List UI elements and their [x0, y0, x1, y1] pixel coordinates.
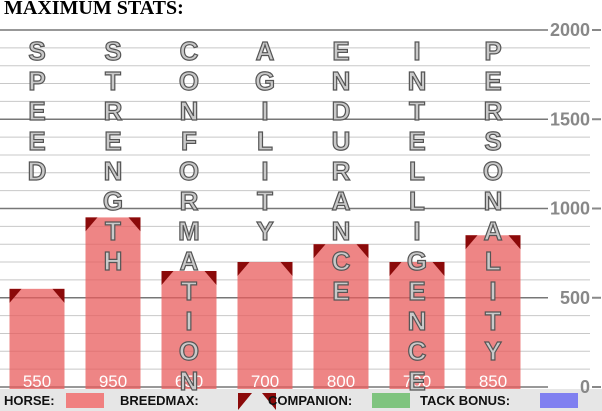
chart-title: MAXIMUM STATS: [4, 0, 184, 19]
legend-label: BREEDMAX: [120, 393, 199, 408]
y-tick-label: 1500 [550, 109, 590, 129]
legend-label: HORSE: [4, 393, 55, 408]
category-label: SPEED [21, 35, 52, 186]
bar [9, 288, 65, 389]
value-label: 700 [251, 372, 279, 391]
breedmax-marker [52, 288, 65, 303]
y-tick-label: 500 [560, 288, 590, 308]
bar [161, 270, 217, 389]
value-label: 650 [175, 372, 203, 391]
breedmax-marker [9, 288, 22, 303]
breedmax-marker [128, 217, 141, 232]
breedmax-marker [313, 244, 326, 259]
legend-swatch [540, 393, 578, 408]
legend-swatch [238, 393, 252, 410]
value-label: 950 [99, 372, 127, 391]
legend-swatch [372, 393, 410, 408]
category-label: INTELLIGENCE [401, 35, 432, 396]
bar [85, 217, 141, 389]
legend-strip [0, 389, 602, 411]
breedmax-marker [237, 262, 250, 277]
bar [389, 262, 445, 389]
breedmax-marker [161, 270, 174, 285]
legend-label: TACK BONUS: [420, 393, 510, 408]
legend-swatch [66, 393, 104, 408]
category-label: ENDURANCE [325, 35, 356, 306]
bar [313, 244, 369, 389]
breedmax-marker [465, 235, 478, 250]
value-label: 850 [479, 372, 507, 391]
value-label: 550 [23, 372, 51, 391]
bar [237, 262, 293, 389]
legend-swatch [262, 393, 276, 410]
value-label: 800 [327, 372, 355, 391]
bar [465, 235, 521, 389]
breedmax-marker [85, 217, 98, 232]
y-tick-label: 2000 [550, 20, 590, 40]
breedmax-marker [508, 235, 521, 250]
value-label: 700 [403, 372, 431, 391]
category-label: PERSONALITY [477, 35, 508, 366]
breedmax-marker [356, 244, 369, 259]
y-tick-label: 1000 [550, 199, 590, 219]
breedmax-marker [389, 262, 402, 277]
category-label: CONFORMATION [173, 35, 204, 396]
breedmax-marker [432, 262, 445, 277]
category-label: AGILITY [249, 35, 280, 246]
y-tick-label: 0 [580, 377, 590, 397]
breedmax-marker [280, 262, 293, 277]
category-label: STRENGTH [97, 35, 128, 276]
breedmax-marker [204, 270, 217, 285]
legend-label: COMPANION: [268, 393, 352, 408]
